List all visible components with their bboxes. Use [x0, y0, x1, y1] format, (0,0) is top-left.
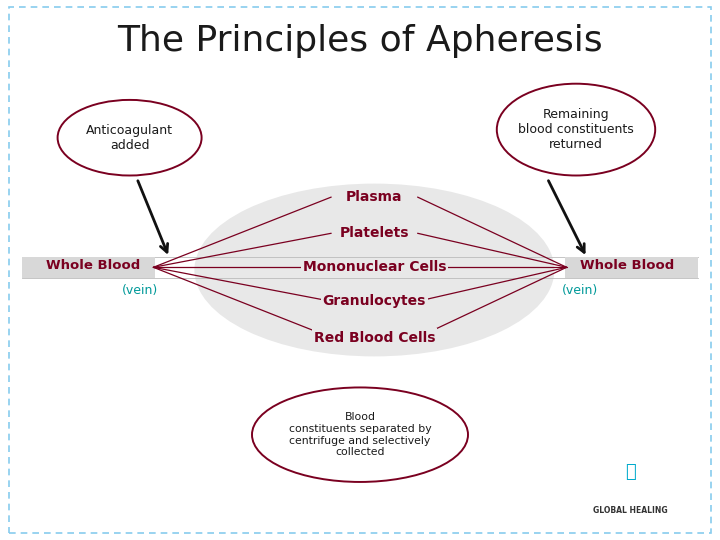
Ellipse shape: [252, 388, 468, 482]
Text: Plasma: Plasma: [346, 190, 402, 204]
Text: The Principles of Apheresis: The Principles of Apheresis: [117, 24, 603, 57]
Ellipse shape: [58, 100, 202, 176]
Text: Remaining
blood constituents
returned: Remaining blood constituents returned: [518, 108, 634, 151]
Text: Whole Blood: Whole Blood: [580, 259, 674, 272]
Text: Whole Blood: Whole Blood: [46, 259, 140, 272]
Text: Red Blood Cells: Red Blood Cells: [314, 330, 435, 345]
Text: Mononuclear Cells: Mononuclear Cells: [302, 260, 446, 274]
Text: GLOBAL HEALING: GLOBAL HEALING: [593, 506, 667, 515]
Bar: [565, 257, 698, 278]
Text: Anticoagulant
added: Anticoagulant added: [86, 124, 173, 152]
Text: (vein): (vein): [122, 284, 158, 297]
Bar: [22, 257, 155, 278]
Text: Granulocytes: Granulocytes: [323, 294, 426, 308]
Ellipse shape: [194, 184, 554, 356]
Text: Blood
constituents separated by
centrifuge and selectively
collected: Blood constituents separated by centrifu…: [289, 413, 431, 457]
Text: 🖐: 🖐: [625, 463, 635, 482]
Text: Platelets: Platelets: [340, 226, 409, 240]
Text: (vein): (vein): [562, 284, 598, 297]
Ellipse shape: [497, 84, 655, 176]
